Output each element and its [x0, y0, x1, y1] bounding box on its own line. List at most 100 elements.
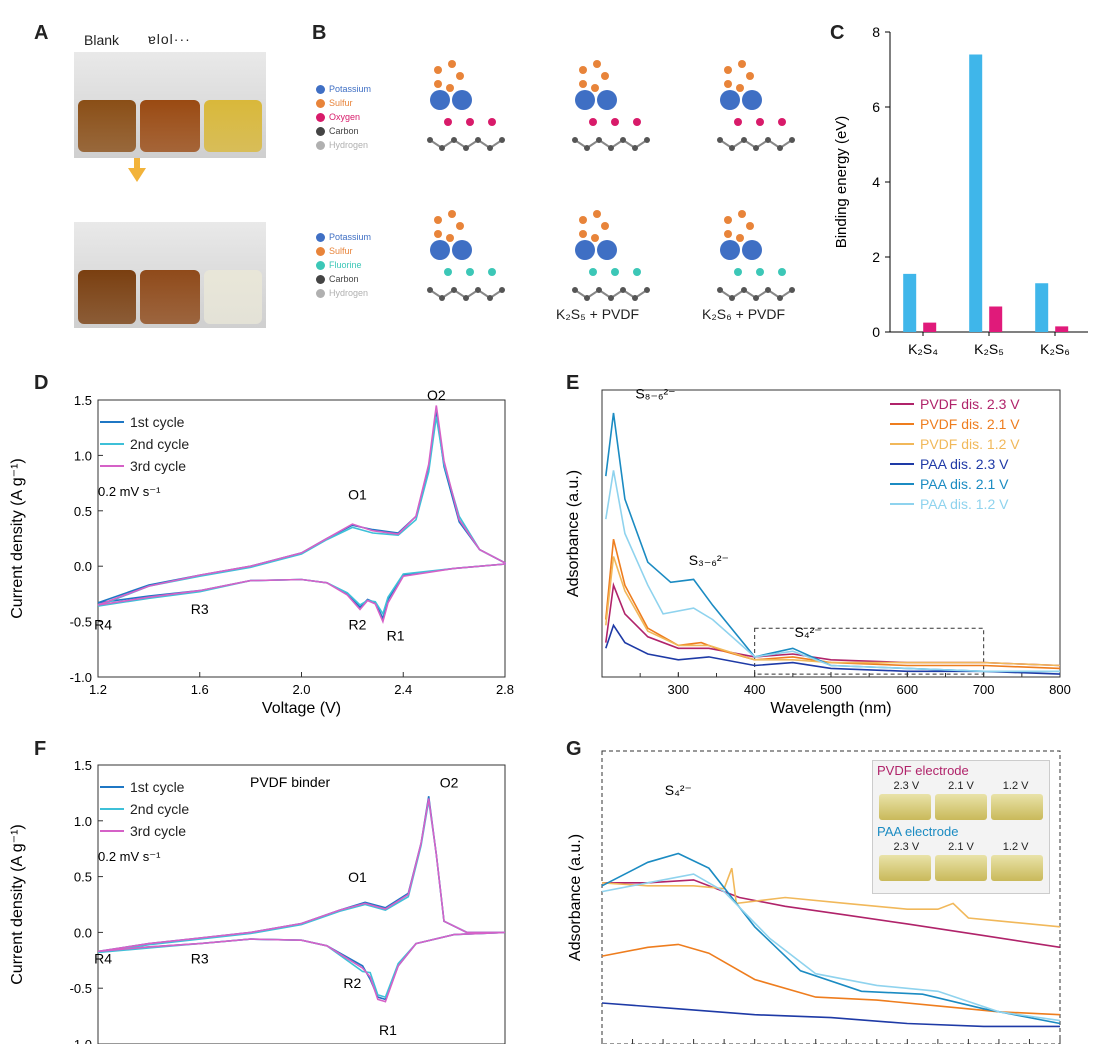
- peak-label: R4: [94, 616, 112, 632]
- series-line: [605, 582, 1061, 667]
- voltage-label: 2.1 V: [948, 780, 974, 792]
- voltage-label: 2.3 V: [893, 841, 920, 853]
- carbon-atom: [644, 287, 650, 293]
- carbon-atom: [632, 145, 638, 151]
- peak-label: R4: [94, 951, 112, 967]
- paa-electrode-title: PAA electrode: [877, 824, 959, 839]
- legend-label: 2nd cycle: [130, 801, 189, 817]
- carbon-atom: [608, 295, 614, 301]
- carbon-atom: [596, 137, 602, 143]
- peak-label: R2: [349, 616, 367, 632]
- carbon-atom: [596, 287, 602, 293]
- y-tick-label: 6: [872, 99, 880, 115]
- y-tick-label: -1.0: [70, 670, 92, 685]
- peak-label: R1: [379, 1022, 397, 1038]
- carbon-atom: [765, 287, 771, 293]
- pvdf-vials: [873, 792, 1049, 822]
- carbon-atom: [741, 287, 747, 293]
- series-line: [97, 405, 506, 625]
- y-axis-label: Current density (A g⁻¹): [9, 824, 26, 985]
- y-tick-label: 1.0: [74, 814, 92, 829]
- sulfur-atom: [601, 222, 609, 230]
- legend-label: PVDF dis. 2.3 V: [920, 396, 1020, 412]
- molecular-structures: [427, 60, 795, 301]
- sulfur-atom: [579, 66, 587, 74]
- series-line: [605, 539, 1061, 670]
- sulfur-atom: [724, 230, 732, 238]
- chart-title: PVDF binder: [250, 774, 330, 790]
- series-line: [605, 623, 1061, 675]
- peak-label: O1: [348, 487, 367, 503]
- chart-d-cv: -1.0 -0.5 0.0 0.5 1.0 1.5 1.2 1.6 2.0 2.4 2.8 Volta…: [9, 387, 514, 717]
- potassium-atom: [452, 90, 472, 110]
- legend-item: Potassium: [329, 232, 372, 242]
- scan-rate-label: 0.2 mV s⁻¹: [98, 484, 161, 499]
- sulfur-atom: [724, 216, 732, 224]
- sulfur-atom: [738, 210, 746, 218]
- bar-pvdf: [989, 306, 1003, 332]
- vials-photo-top: [74, 52, 266, 158]
- peak-label: O2: [440, 774, 459, 790]
- legend-label: PVDF dis. 2.1 V: [920, 416, 1020, 432]
- sulfur-atom: [456, 72, 464, 80]
- legend-item: Oxygen: [329, 112, 361, 122]
- carbon-atom: [789, 287, 795, 293]
- carbon-atom: [439, 145, 445, 151]
- carbon-atom: [717, 287, 723, 293]
- panel-label-a: A: [34, 22, 49, 44]
- plot-frame: [601, 389, 1061, 678]
- legend-item: Hydrogen: [329, 288, 369, 298]
- potassium-atom: [742, 240, 762, 260]
- y-tick-label: 2: [872, 249, 880, 265]
- y-tick-label: 1.5: [74, 758, 92, 773]
- electrode-photo-inset: PVDF electrode 2.3 V 2.1 V 1.2 V PAA ele…: [872, 760, 1050, 894]
- peak-label: R3: [191, 601, 209, 617]
- voltage-label: 2.1 V: [948, 841, 974, 853]
- y-axis-label: Binding energy (eV): [833, 116, 850, 249]
- oxygen-atom: [611, 118, 619, 126]
- peak-label: R3: [191, 951, 209, 967]
- carbon-atom: [753, 295, 759, 301]
- potassium-atom: [720, 240, 740, 260]
- pvdf-electrode-title: PVDF electrode: [877, 763, 969, 778]
- arrow-stem: [134, 158, 140, 170]
- fluorine-atom: [756, 268, 764, 276]
- sulfur-atom: [434, 80, 442, 88]
- carbon-atom: [789, 137, 795, 143]
- oxygen-atom: [633, 118, 641, 126]
- legend-label: PAA dis. 2.1 V: [920, 476, 1009, 492]
- y-tick-label: 1.0: [74, 448, 92, 463]
- legend-top: Potassium Sulfur Oxygen Carbon Hydrogen: [316, 82, 371, 152]
- peak-label: R2: [343, 975, 361, 991]
- oxygen-atom: [756, 118, 764, 126]
- x-tick-label: 2.0: [292, 682, 310, 697]
- carbon-atom: [777, 295, 783, 301]
- legend-item: Carbon: [329, 274, 359, 284]
- sulfur-atom: [738, 60, 746, 68]
- carbon-atom: [729, 145, 735, 151]
- sulfur-atom: [601, 72, 609, 80]
- y-tick-label: -0.5: [70, 981, 92, 996]
- panel-label-g: G: [566, 738, 582, 760]
- y-tick-label: -0.5: [70, 615, 92, 630]
- carbon-atom: [620, 137, 626, 143]
- x-tick-label: 400: [744, 682, 766, 697]
- carbon-atom: [632, 295, 638, 301]
- oxygen-atom: [444, 118, 452, 126]
- sulfur-atom: [736, 234, 744, 242]
- series-line: [601, 943, 1061, 1016]
- x-tick-label: K₂S₆: [1040, 341, 1070, 357]
- y-tick-label: 0: [872, 324, 880, 340]
- oxygen-atom: [589, 118, 597, 126]
- carbon-atom: [717, 137, 723, 143]
- peak-label: O2: [427, 387, 446, 403]
- x-tick-label: 2.8: [496, 682, 514, 697]
- fluorine-atom: [589, 268, 597, 276]
- sulfur-atom: [434, 66, 442, 74]
- series-line: [601, 1002, 1060, 1028]
- legend-label: 1st cycle: [130, 414, 185, 430]
- carbon-atom: [765, 137, 771, 143]
- sulfur-atom: [434, 230, 442, 238]
- legend-label: 3rd cycle: [130, 823, 186, 839]
- sulfur-atom: [724, 66, 732, 74]
